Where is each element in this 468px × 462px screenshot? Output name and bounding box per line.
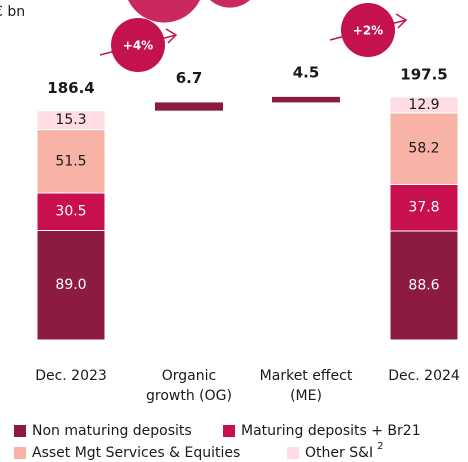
legend-label: Other S&I [305, 445, 373, 461]
legend-label: Asset Mgt Services & Equities [32, 445, 240, 461]
x-tick-line: Market effect [260, 368, 353, 384]
segment-label: 51.5 [55, 153, 86, 169]
stack-segment [389, 96, 459, 114]
x-tick-label: Dec. 2023 [35, 368, 107, 384]
legend-label: Maturing deposits + Br21 [241, 423, 421, 439]
segment-label: 37.8 [408, 200, 439, 216]
x-tick-line: growth (OG) [146, 388, 232, 404]
legend-swatch [287, 447, 299, 459]
stack-segment [36, 229, 106, 341]
stack-segment [36, 192, 106, 231]
legend-footnote: 2 [377, 441, 383, 452]
x-tick-line: Dec. 2023 [35, 368, 107, 384]
x-tick-line: Dec. 2024 [388, 368, 460, 384]
x-tick-line: (ME) [290, 388, 322, 404]
x-tick-label: Market effect (ME) [260, 368, 353, 404]
segment-label: 88.6 [408, 277, 439, 293]
segment-label: 58.2 [408, 141, 439, 157]
change-bar [155, 102, 223, 111]
x-tick-label: Organic growth (OG) [146, 368, 232, 404]
stack-segment [389, 183, 459, 232]
change-bar [272, 96, 340, 103]
unit-label: € bn [0, 4, 25, 20]
decor [128, 0, 250, 23]
change-label: 6.7 [176, 69, 203, 87]
segment-label: 89.0 [55, 277, 86, 293]
growth-bubble [341, 3, 395, 57]
stack-segment [36, 110, 106, 131]
legend-swatch [14, 425, 26, 437]
total-label: 186.4 [47, 79, 94, 97]
segment-label: 30.5 [55, 204, 86, 220]
total-label: 197.5 [400, 66, 447, 84]
legend-swatch [223, 425, 235, 437]
stack-segment [389, 112, 459, 185]
segment-label: 15.3 [55, 112, 86, 128]
growth-label: +4% [123, 39, 153, 53]
legend-swatch [14, 447, 26, 459]
x-tick-label: Dec. 2024 [388, 368, 460, 384]
growth-bubble [111, 18, 165, 72]
segment-label: 12.9 [408, 97, 439, 113]
change-label: 4.5 [293, 63, 320, 81]
x-tick-line: Organic [162, 368, 216, 384]
growth-label: +2% [353, 24, 383, 38]
legend-label: Non maturing deposits [32, 423, 192, 439]
stack-segment [389, 230, 459, 341]
